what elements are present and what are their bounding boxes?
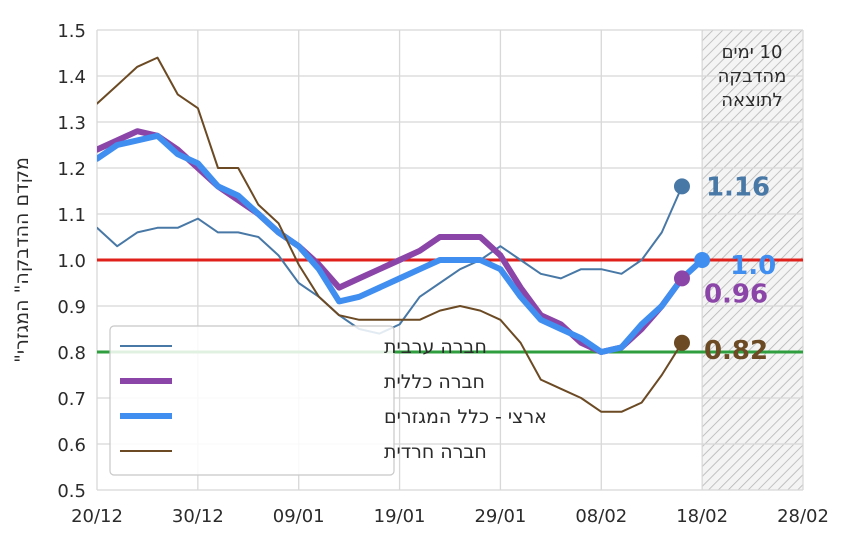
y-tick-label: 1.2 [57,159,86,180]
y-tick-label: 1.1 [57,205,86,226]
x-tick-label: 30/12 [172,506,224,527]
legend-box [109,325,395,476]
y-tick-label: 1.3 [57,113,86,134]
legend: חברה ערבית חברה כללית ארצי - כלל המגזרים חב… [109,325,547,476]
series-endpoints: 1.16 0.961.0 0.82 [673,172,776,366]
x-tick-label: 28/02 [777,506,829,527]
series-group [97,56,706,413]
y-tick-label: 1.5 [57,21,86,42]
period-note: 10 ימים מהדבקה לתוצאה [718,42,787,111]
y-tick-label: 0.7 [57,389,86,410]
series-end-value-label: 0.82 [704,336,768,366]
legend-label: חברה ערבית [384,336,487,358]
x-tick-label: 08/02 [575,506,627,527]
y-tick-label: 0.9 [57,297,86,318]
y-axis-label: מקדם ההדבקה" המגזרי" [11,157,33,363]
period-note-line-2: מהדבקה [718,66,787,87]
x-tick-label: 09/01 [273,506,325,527]
y-tick-label: 1.0 [57,251,86,272]
y-tick-label: 0.6 [57,435,86,456]
series-end-value-label: 1.0 [730,251,776,281]
period-note-line-1: 10 ימים [722,42,783,63]
x-tick-labels: 20/12 30/12 09/01 19/01 29/01 08/02 18/02 28/02 [71,506,829,527]
x-tick-label: 19/01 [374,506,426,527]
legend-label: חברה חרדית [384,441,487,463]
x-tick-label: 20/12 [71,506,123,527]
y-tick-labels: 0.5 0.6 0.7 0.8 0.9 1.0 1.1 1.2 1.3 1.4 1.5 [57,21,86,502]
y-tick-label: 1.4 [57,67,86,88]
series-endpoint-marker [673,270,690,287]
series-endpoint-marker [694,252,711,268]
series-endpoint-marker [673,178,690,195]
y-tick-label: 0.5 [57,481,86,502]
series-end-value-label: 0.96 [704,279,768,309]
series-line [97,56,683,413]
series-endpoint-marker [673,334,690,351]
series-end-value-label: 1.16 [706,172,770,202]
series-line [97,132,706,355]
legend-label: ארצי - כלל המגזרים [384,406,547,428]
x-tick-label: 29/01 [474,506,526,527]
y-tick-label: 0.8 [57,343,86,364]
x-tick-label: 18/02 [676,506,728,527]
legend-label: חברה כללית [384,371,485,393]
period-note-line-3: לתוצאה [721,90,782,111]
